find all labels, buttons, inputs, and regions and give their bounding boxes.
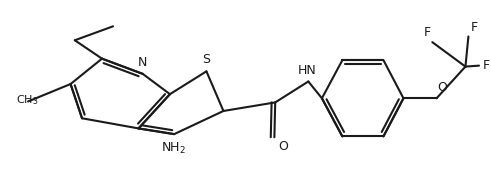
Text: CH$_3$: CH$_3$ — [16, 94, 39, 107]
Text: NH$_2$: NH$_2$ — [161, 141, 186, 156]
Text: F: F — [470, 21, 477, 34]
Text: F: F — [483, 59, 490, 72]
Text: S: S — [202, 53, 211, 66]
Text: F: F — [423, 26, 431, 39]
Text: N: N — [138, 56, 147, 69]
Text: HN: HN — [298, 64, 317, 77]
Text: O: O — [278, 140, 288, 153]
Text: O: O — [437, 82, 447, 95]
